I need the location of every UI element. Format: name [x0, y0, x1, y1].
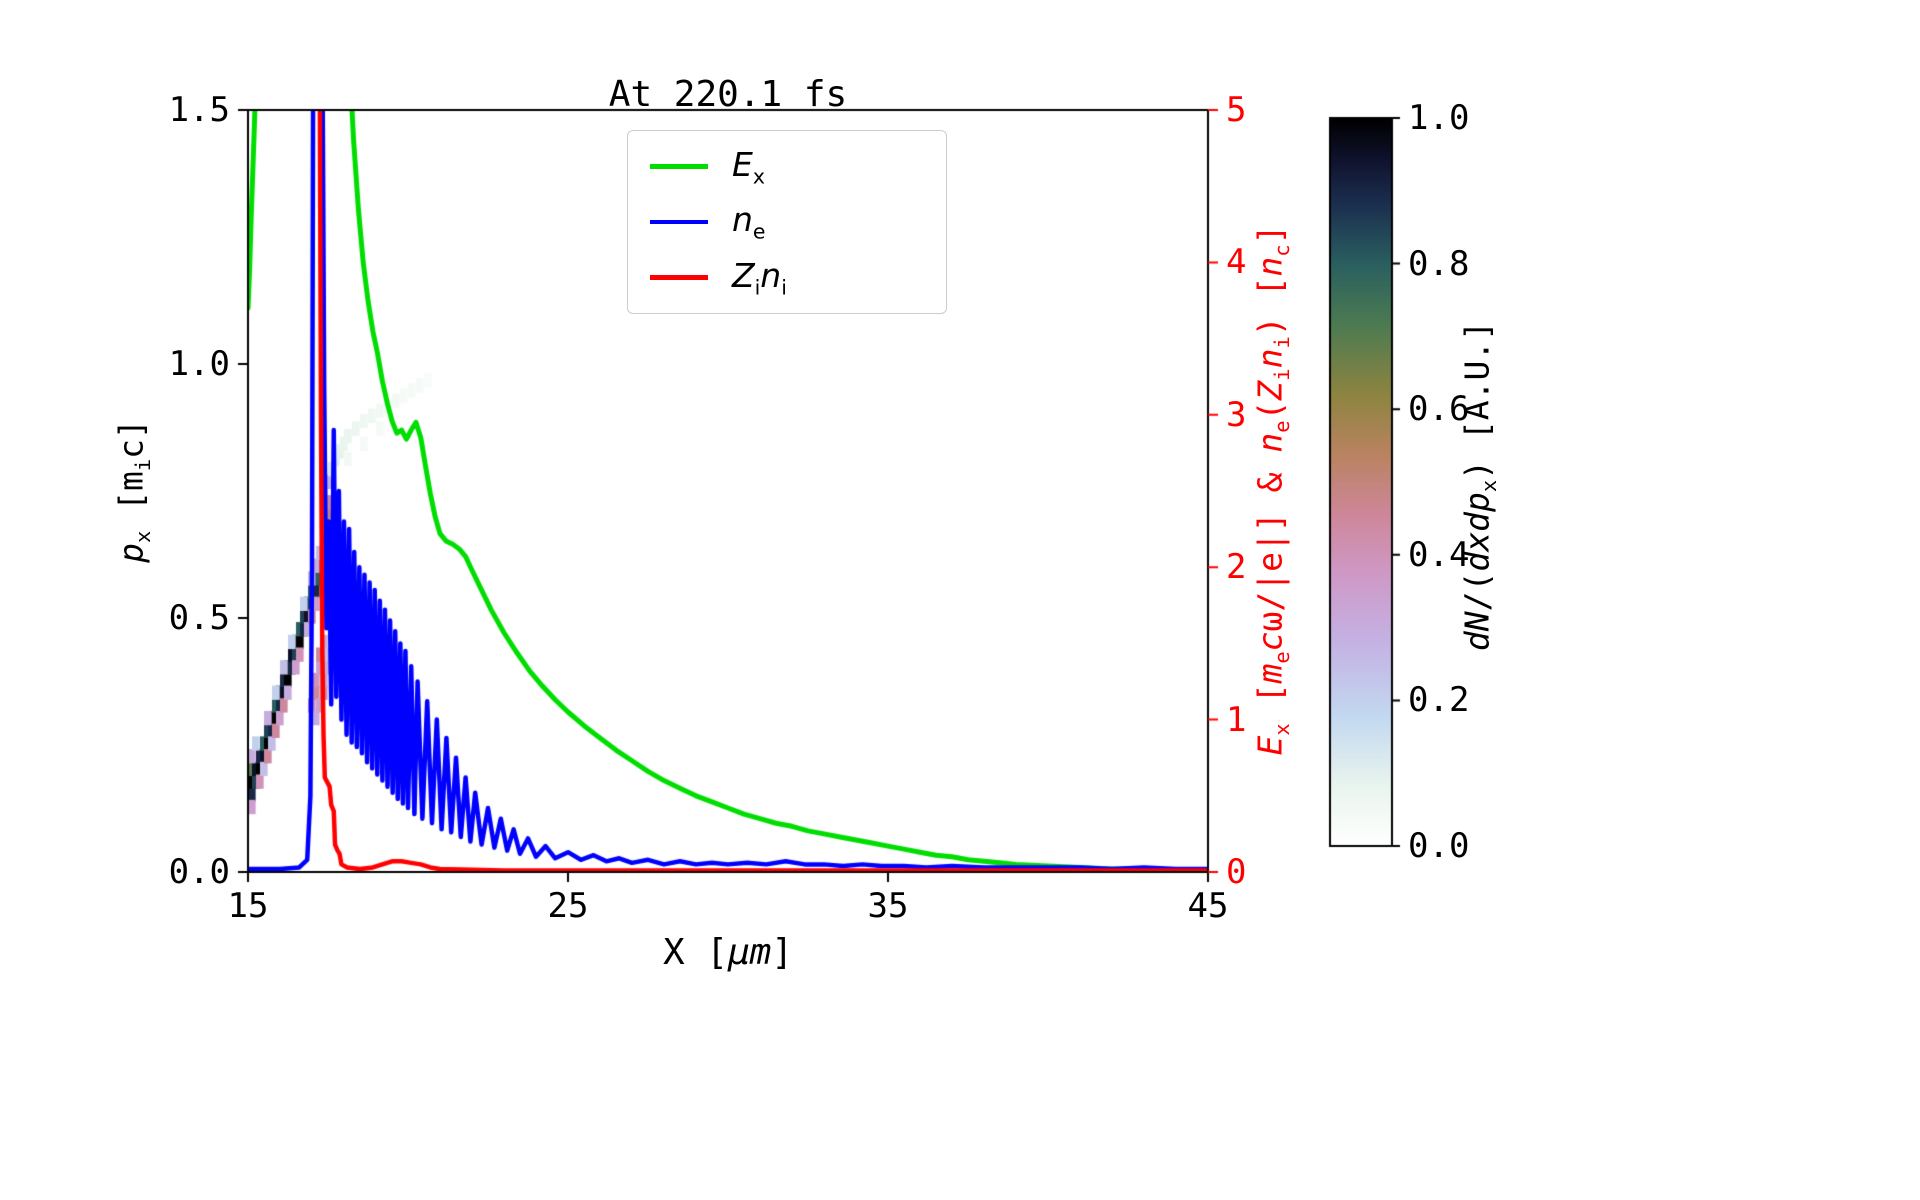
- x-axis-label: X [μm]: [662, 932, 794, 973]
- legend-line-ex: [650, 164, 708, 169]
- x-tick-label: 25: [547, 886, 589, 926]
- colorbar-tick-label: 0.8: [1408, 243, 1470, 284]
- y-right-tick-label: 3: [1226, 394, 1247, 435]
- colorbar-tick-label: 1.0: [1408, 98, 1470, 138]
- y-right-tick-label: 2: [1226, 547, 1247, 588]
- y-left-tick-label: 0.5: [168, 598, 230, 638]
- colorbar-tick-label: 0.2: [1408, 680, 1470, 721]
- colorbar-tick-label: 0.0: [1408, 826, 1470, 866]
- y-axis-left-label: px [mic]: [111, 419, 156, 563]
- y-left-tick-label: 0.0: [168, 852, 230, 892]
- legend-item-zini: Zini: [628, 255, 946, 300]
- legend-item-ne: ne: [628, 200, 946, 244]
- y-right-tick-label: 5: [1226, 90, 1247, 130]
- y-axis-right-label: Ex [mecω/|e|] & ne(Zini) [nc]: [1250, 224, 1295, 756]
- y-left-tick-label: 1.0: [168, 344, 230, 384]
- chart-title: At 220.1 fs: [608, 74, 848, 115]
- x-tick-label: 35: [867, 886, 909, 926]
- colorbar-tick-label: 0.6: [1408, 389, 1470, 430]
- legend-item-ex: Ex: [628, 144, 946, 189]
- y-right-tick-label: 1: [1226, 699, 1247, 740]
- colorbar-tick-label: 0.4: [1408, 534, 1470, 575]
- x-tick-label: 45: [1187, 886, 1229, 926]
- y-left-tick-label: 1.5: [168, 90, 230, 130]
- y-right-tick-label: 4: [1226, 242, 1247, 283]
- legend-line-zini: [650, 275, 708, 280]
- legend-label-zini: Zini: [732, 255, 787, 300]
- colorbar-label: dN/(dxdpx) [A.U.]: [1457, 320, 1502, 652]
- legend-label-ne: ne: [732, 200, 766, 244]
- y-right-tick-label: 0: [1226, 852, 1247, 892]
- legend-label-ex: Ex: [732, 144, 765, 189]
- legend: Ex ne Zini: [627, 130, 947, 314]
- legend-line-ne: [650, 219, 708, 225]
- x-tick-label: 15: [227, 886, 269, 926]
